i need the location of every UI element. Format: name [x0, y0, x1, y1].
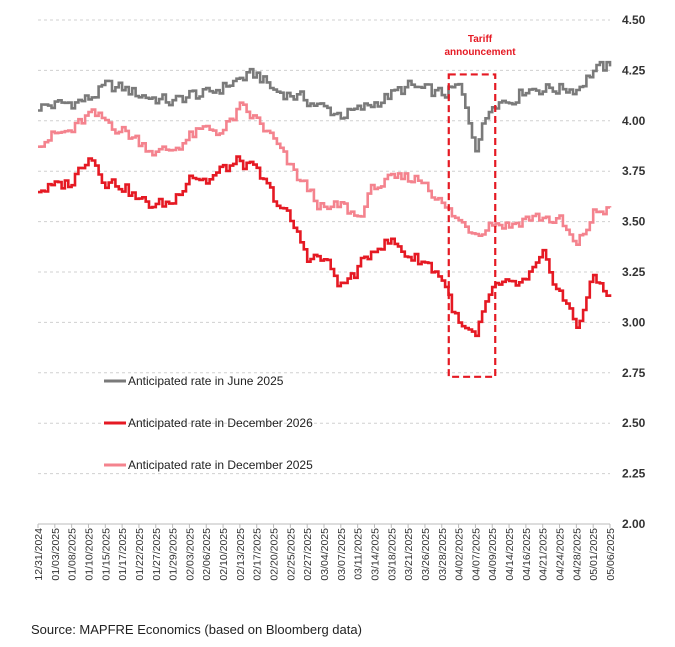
x-tick-label: 04/21/2025	[538, 528, 550, 581]
x-tick-label: 02/03/2025	[184, 528, 196, 581]
x-tick-label: 02/10/2025	[218, 528, 230, 581]
annotation-label: announcement	[444, 47, 516, 58]
x-tick-label: 04/16/2025	[521, 528, 533, 581]
x-axis: 12/31/2024 01/03/2025 01/08/2025 01/10/2025…	[33, 524, 617, 581]
y-tick-label: 4.00	[622, 114, 646, 128]
x-tick-label: 02/25/2025	[285, 528, 297, 581]
x-tick-label: 05/06/2025	[605, 528, 617, 581]
x-tick-label: 04/07/2025	[470, 528, 482, 581]
x-tick-label: 01/29/2025	[168, 528, 180, 581]
annotation-label: Tariff	[468, 34, 493, 45]
y-tick-label: 3.75	[622, 164, 646, 178]
series-line	[38, 155, 612, 338]
x-tick-label: 05/01/2025	[588, 528, 600, 581]
x-tick-label: 03/18/2025	[386, 528, 398, 581]
y-tick-label: 2.50	[622, 416, 646, 430]
legend: Anticipated rate in June 2025 Anticipated…	[104, 374, 313, 472]
x-tick-label: 04/24/2025	[555, 528, 567, 581]
y-tick-label: 4.25	[622, 63, 646, 77]
x-tick-label: 02/20/2025	[269, 528, 281, 581]
y-tick-label: 3.50	[622, 215, 646, 229]
annotation-box	[447, 73, 497, 378]
x-tick-label: 04/02/2025	[454, 528, 466, 581]
x-tick-label: 03/28/2025	[437, 528, 449, 581]
x-tick-label: 02/06/2025	[201, 528, 213, 581]
x-tick-label: 12/31/2024	[33, 528, 45, 581]
y-tick-label: 2.00	[622, 517, 646, 531]
x-tick-label: 01/22/2025	[134, 528, 146, 581]
x-tick-label: 04/14/2025	[504, 528, 516, 581]
x-tick-label: 01/10/2025	[83, 528, 95, 581]
y-tick-label: 4.50	[622, 13, 646, 27]
y-axis: 2.00 2.25 2.50 2.75 3.00 3.25 3.50 3.75 4.00 4.25…	[622, 13, 646, 531]
x-tick-label: 04/09/2025	[487, 528, 499, 581]
y-tick-label: 2.25	[622, 467, 646, 481]
source-note: Source: MAPFRE Economics (based on Bloom…	[31, 622, 362, 637]
x-tick-label: 01/15/2025	[100, 528, 112, 581]
x-tick-label: 01/03/2025	[50, 528, 62, 581]
x-tick-label: 03/14/2025	[369, 528, 381, 581]
series-line	[38, 101, 612, 246]
x-tick-label: 02/17/2025	[252, 528, 264, 581]
series-line	[38, 60, 612, 153]
x-tick-label: 01/27/2025	[151, 528, 163, 581]
y-tick-label: 3.00	[622, 315, 646, 329]
tariff-annotation: Tariff announcement	[444, 34, 516, 378]
series-group	[38, 60, 612, 338]
x-tick-label: 03/11/2025	[353, 528, 365, 580]
x-tick-label: 01/17/2025	[117, 528, 129, 581]
x-tick-label: 02/27/2025	[302, 528, 314, 581]
x-tick-label: 04/28/2025	[571, 528, 583, 581]
x-tick-label: 03/04/2025	[319, 528, 331, 581]
line-chart: 2.00 2.25 2.50 2.75 3.00 3.25 3.50 3.75 4.00 4.25…	[33, 13, 646, 581]
y-tick-label: 2.75	[622, 366, 646, 380]
x-tick-label: 03/21/2025	[403, 528, 415, 581]
x-tick-label: 03/26/2025	[420, 528, 432, 581]
legend-label: Anticipated rate in December 2026	[128, 416, 313, 430]
legend-label: Anticipated rate in June 2025	[128, 374, 284, 388]
y-tick-label: 3.25	[622, 265, 646, 279]
legend-label: Anticipated rate in December 2025	[128, 458, 313, 472]
x-tick-label: 02/13/2025	[235, 528, 247, 581]
x-tick-label: 03/07/2025	[336, 528, 348, 581]
x-tick-label: 01/08/2025	[67, 528, 79, 581]
